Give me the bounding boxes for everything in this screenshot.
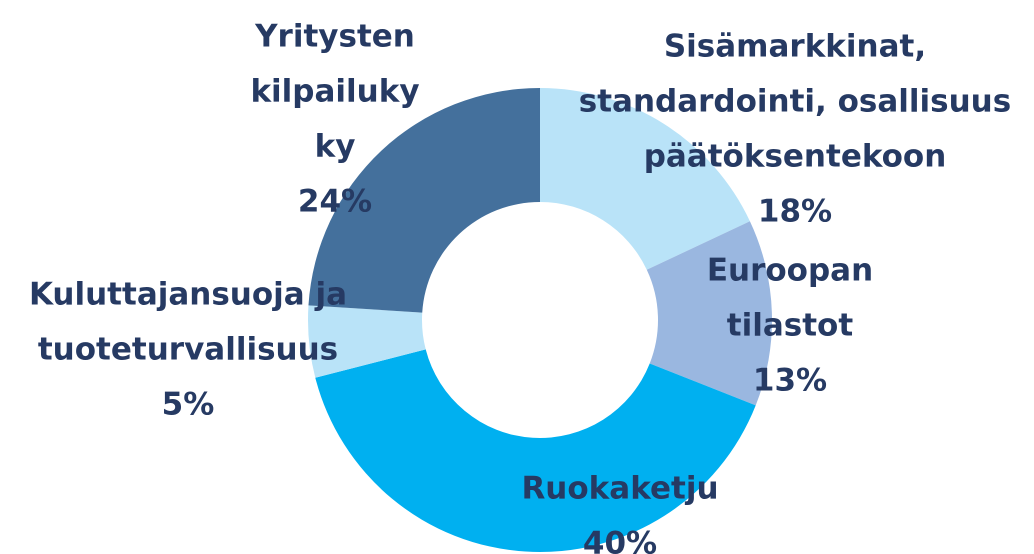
value-label: 24% bbox=[298, 184, 372, 220]
value-label: 18% bbox=[758, 194, 832, 230]
slice-label: päätöksentekoon bbox=[644, 139, 947, 175]
value-label: 40% bbox=[583, 526, 657, 554]
slice bbox=[315, 349, 756, 552]
slice-label: tilastot bbox=[727, 308, 854, 344]
slice-label: tuoteturvallisuus bbox=[38, 332, 338, 368]
slice bbox=[540, 88, 750, 270]
labels: Sisämarkkinat, standardointi, osallisuus p… bbox=[29, 19, 1011, 554]
slice-label: Ruokaketju bbox=[521, 471, 718, 507]
slice-label: kilpailuky bbox=[250, 74, 419, 110]
slices bbox=[307, 88, 772, 552]
slice bbox=[308, 88, 540, 313]
slice-label: Sisämarkkinat, bbox=[664, 29, 926, 65]
slice bbox=[646, 221, 772, 406]
slice-label: Yritysten bbox=[254, 19, 415, 55]
slice-label: ky bbox=[315, 129, 356, 165]
slice-label: Euroopan bbox=[707, 253, 873, 289]
value-label: 13% bbox=[753, 363, 827, 399]
slice-label: standardointi, osallisuus bbox=[579, 84, 1011, 120]
value-label: 5% bbox=[162, 387, 215, 423]
slice-label: Kuluttajansuoja ja bbox=[29, 277, 347, 313]
slice bbox=[307, 305, 426, 378]
